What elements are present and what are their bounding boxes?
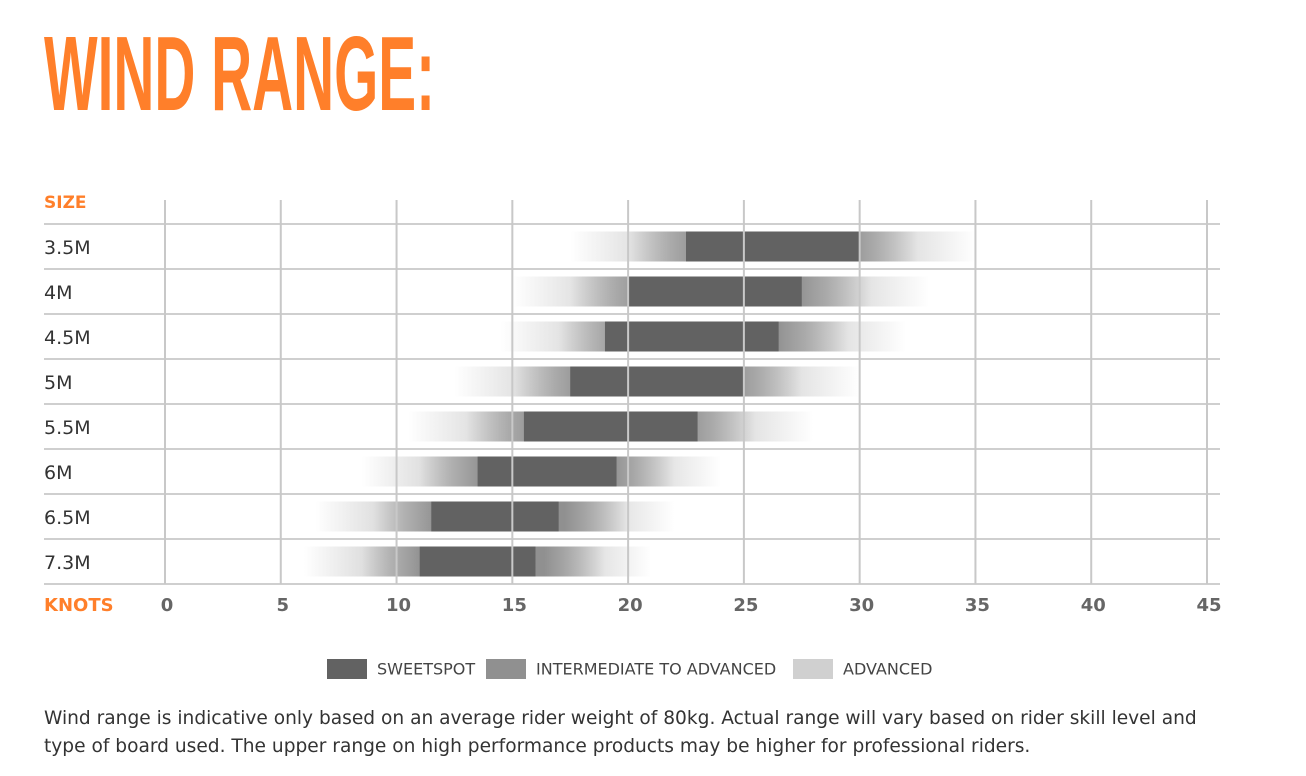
legend-label: INTERMEDIATE TO ADVANCED [536,660,776,679]
legend-swatch [793,659,833,679]
range-bar [431,501,559,532]
y-tick-label: 6M [44,462,72,484]
range-bar [628,276,802,307]
x-tick-label: 0 [161,595,174,616]
legend-swatch [327,659,367,679]
chart: WIND RANGE: SIZE KNOTS 3.5M 4M 4.5M 5M 5.5M 6… [44,15,1222,679]
x-tick-label: 25 [733,595,758,616]
y-tick-label: 4.5M [44,327,91,349]
y-tick-label: 6.5M [44,507,91,529]
legend-label: ADVANCED [843,660,932,679]
x-axis-label: KNOTS [44,595,114,616]
legend-label: SWEETSPOT [377,660,475,679]
x-tick-label: 10 [386,595,411,616]
y-tick-label: 5M [44,372,72,394]
x-tick-label: 20 [618,595,643,616]
range-bar [477,456,617,487]
footnote: Wind range is indicative only based on a… [44,708,1197,757]
x-tick-label: 15 [502,595,527,616]
range-bar [604,321,779,352]
x-tick-label: 30 [849,595,874,616]
y-tick-label: 3.5M [44,237,91,259]
chart-title: WIND RANGE: [44,15,435,133]
y-tick-label: 4M [44,282,72,304]
x-tick-label: 40 [1081,595,1106,616]
range-bar [686,231,860,262]
y-tick-label: 7.3M [44,552,91,574]
range-bar [570,366,744,397]
x-tick-label: 5 [277,595,290,616]
x-tick-label: 45 [1196,595,1221,616]
x-tick-label: 35 [965,595,990,616]
range-bar [419,546,536,577]
category-label: SIZE [44,193,87,213]
legend-swatch [486,659,526,679]
range-bar [523,411,698,442]
y-tick-label: 5.5M [44,417,91,439]
